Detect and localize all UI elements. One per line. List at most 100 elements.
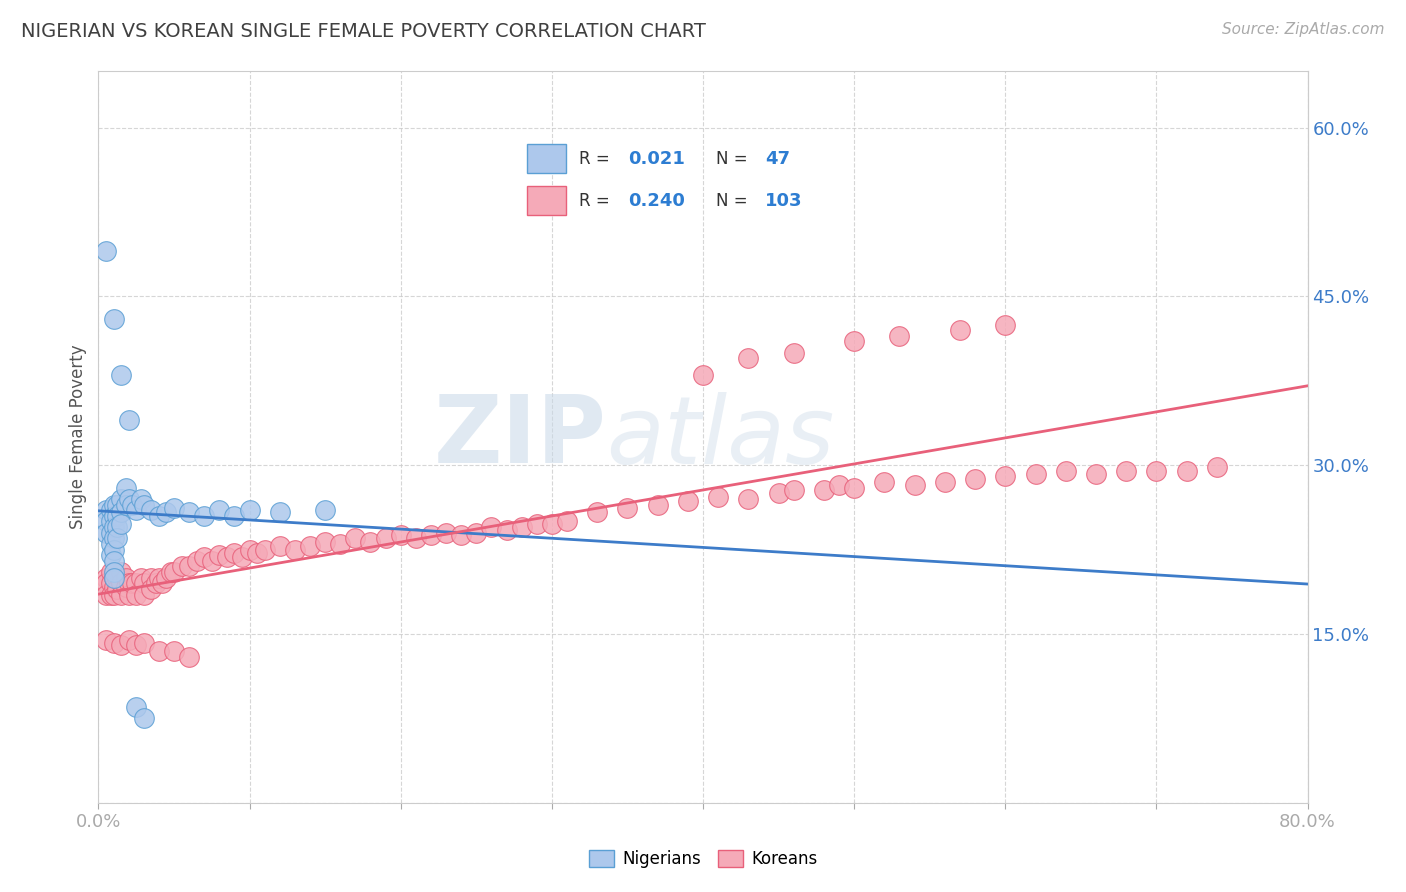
Point	[132, 711, 155, 725]
Point	[103, 542, 125, 557]
Point	[121, 576, 143, 591]
Point	[1115, 464, 1137, 478]
Point	[844, 334, 866, 349]
Point	[1024, 467, 1046, 482]
Point	[103, 498, 125, 512]
Point	[103, 520, 125, 534]
Text: 47: 47	[765, 150, 790, 168]
Point	[94, 525, 117, 540]
Point	[1206, 460, 1229, 475]
Point	[215, 550, 238, 565]
Point	[179, 506, 201, 520]
Point	[904, 478, 927, 492]
Point	[105, 571, 128, 585]
Point	[103, 580, 125, 594]
Point	[105, 520, 128, 534]
Point	[118, 576, 141, 591]
Point	[132, 636, 155, 650]
Point	[110, 588, 132, 602]
Point	[103, 554, 125, 568]
Point	[110, 576, 132, 591]
Point	[110, 491, 132, 506]
Point	[125, 588, 148, 602]
FancyBboxPatch shape	[527, 186, 565, 215]
Point	[125, 638, 148, 652]
Point	[707, 490, 730, 504]
Point	[526, 516, 548, 531]
Point	[193, 508, 215, 523]
Point	[114, 580, 136, 594]
Point	[201, 554, 224, 568]
Text: NIGERIAN VS KOREAN SINGLE FEMALE POVERTY CORRELATION CHART: NIGERIAN VS KOREAN SINGLE FEMALE POVERTY…	[21, 22, 706, 41]
Point	[965, 472, 987, 486]
Point	[132, 498, 155, 512]
Point	[103, 571, 125, 585]
Point	[148, 644, 170, 658]
Point	[132, 576, 155, 591]
Point	[150, 576, 173, 591]
Point	[118, 632, 141, 647]
Point	[110, 516, 132, 531]
Point	[121, 498, 143, 512]
Point	[540, 516, 562, 531]
Text: 103: 103	[765, 192, 803, 210]
FancyBboxPatch shape	[527, 145, 565, 173]
Point	[179, 649, 201, 664]
Point	[269, 539, 291, 553]
Point	[114, 481, 136, 495]
Point	[155, 571, 177, 585]
Point	[844, 481, 866, 495]
Text: R =: R =	[579, 192, 610, 210]
Point	[141, 503, 163, 517]
Point	[329, 537, 352, 551]
Point	[141, 571, 163, 585]
Point	[125, 700, 148, 714]
Point	[94, 571, 117, 585]
Point	[132, 588, 155, 602]
Point	[737, 351, 759, 366]
Point	[934, 475, 956, 489]
Point	[405, 532, 427, 546]
Point	[105, 498, 128, 512]
Text: 0.240: 0.240	[628, 192, 685, 210]
Point	[510, 520, 533, 534]
Point	[110, 368, 132, 383]
Point	[481, 520, 503, 534]
Text: atlas: atlas	[606, 392, 835, 483]
Point	[118, 491, 141, 506]
Point	[94, 576, 117, 591]
Point	[299, 539, 322, 553]
Point	[1144, 464, 1167, 478]
Point	[873, 475, 896, 489]
Point	[118, 413, 141, 427]
Point	[110, 506, 132, 520]
Point	[103, 636, 125, 650]
Point	[105, 508, 128, 523]
Point	[94, 632, 117, 647]
Point	[100, 503, 122, 517]
Point	[148, 508, 170, 523]
Point	[208, 503, 231, 517]
Point	[246, 546, 269, 560]
Point	[110, 565, 132, 579]
Point	[783, 483, 806, 497]
Point	[269, 506, 291, 520]
Point	[114, 498, 136, 512]
Point	[103, 532, 125, 546]
Point	[1085, 467, 1108, 482]
Point	[994, 469, 1017, 483]
Point	[737, 491, 759, 506]
Point	[360, 534, 382, 549]
Point	[103, 312, 125, 326]
Point	[314, 534, 336, 549]
Point	[100, 588, 122, 602]
Text: N =: N =	[716, 192, 748, 210]
Point	[495, 524, 517, 538]
Point	[148, 571, 170, 585]
Point	[94, 503, 117, 517]
Point	[344, 532, 367, 546]
Point	[100, 515, 122, 529]
Point	[224, 546, 246, 560]
Point	[94, 244, 117, 259]
Point	[141, 582, 163, 596]
